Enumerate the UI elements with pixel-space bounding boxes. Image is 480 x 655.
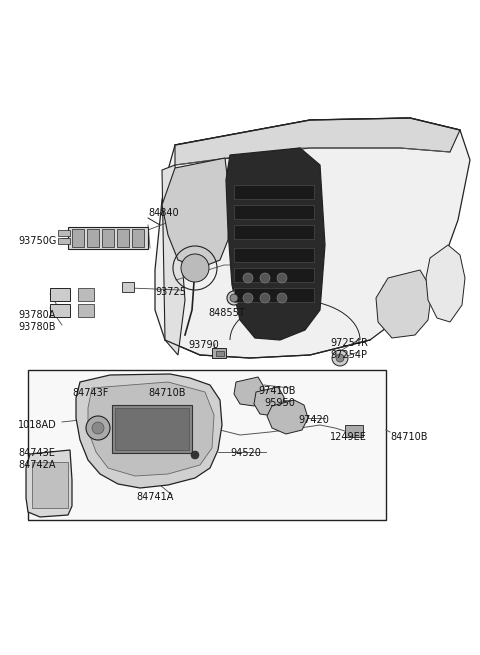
Polygon shape	[162, 165, 185, 355]
Bar	[234, 225, 314, 239]
Polygon shape	[267, 400, 308, 434]
Text: 93780B: 93780B	[18, 322, 56, 332]
Circle shape	[92, 422, 104, 434]
Bar	[58, 230, 70, 236]
Circle shape	[230, 294, 238, 302]
Polygon shape	[88, 382, 214, 476]
Bar	[72, 229, 84, 247]
Circle shape	[243, 293, 253, 303]
Circle shape	[332, 350, 348, 366]
Polygon shape	[426, 245, 465, 322]
Text: 94520: 94520	[230, 448, 261, 458]
Circle shape	[260, 273, 270, 283]
Bar	[234, 288, 314, 302]
Polygon shape	[155, 118, 470, 358]
Bar	[78, 304, 94, 317]
Text: 93780A: 93780A	[18, 310, 55, 320]
Circle shape	[86, 416, 110, 440]
Circle shape	[243, 273, 253, 283]
Text: 97410B: 97410B	[258, 386, 296, 396]
Text: 84855T: 84855T	[208, 308, 245, 318]
Bar	[50, 288, 70, 301]
Polygon shape	[76, 374, 222, 488]
Circle shape	[260, 293, 270, 303]
Text: 97420: 97420	[298, 415, 329, 425]
Bar	[234, 268, 314, 282]
Circle shape	[227, 291, 241, 305]
Bar	[115, 408, 189, 450]
Text: 84743F: 84743F	[72, 388, 108, 398]
Bar	[50, 304, 70, 317]
Bar	[112, 405, 192, 453]
Bar	[122, 282, 134, 292]
Polygon shape	[376, 270, 432, 338]
Circle shape	[277, 273, 287, 283]
Bar	[32, 462, 68, 508]
Polygon shape	[234, 377, 264, 406]
Bar	[234, 248, 314, 262]
Circle shape	[277, 293, 287, 303]
Bar	[58, 238, 70, 244]
Bar	[78, 288, 94, 301]
Bar	[102, 229, 114, 247]
Bar	[28, 370, 386, 520]
Text: 1249EE: 1249EE	[330, 432, 367, 442]
Text: 95950: 95950	[264, 398, 295, 408]
Bar	[68, 227, 148, 249]
Bar	[132, 229, 144, 247]
Text: 84741A: 84741A	[136, 492, 173, 502]
Bar	[345, 425, 363, 437]
Bar	[117, 229, 129, 247]
Text: 97254P: 97254P	[330, 350, 367, 360]
Bar	[87, 229, 99, 247]
Text: 84743E: 84743E	[18, 448, 55, 458]
Text: 93725: 93725	[155, 287, 186, 297]
Bar	[234, 185, 314, 199]
Bar	[216, 351, 224, 356]
Circle shape	[336, 354, 344, 362]
Bar	[234, 205, 314, 219]
Text: 1018AD: 1018AD	[18, 420, 57, 430]
Circle shape	[191, 451, 199, 459]
Text: 84840: 84840	[148, 208, 179, 218]
Bar	[212, 348, 226, 358]
Text: 84710B: 84710B	[390, 432, 428, 442]
Text: 93790: 93790	[188, 340, 219, 350]
Circle shape	[181, 254, 209, 282]
Text: 84742A: 84742A	[18, 460, 56, 470]
Text: 93750G: 93750G	[18, 236, 56, 246]
Polygon shape	[226, 148, 325, 340]
Text: 84710B: 84710B	[148, 388, 185, 398]
Polygon shape	[162, 158, 230, 268]
Polygon shape	[254, 387, 284, 416]
Text: 97254R: 97254R	[330, 338, 368, 348]
Polygon shape	[175, 118, 460, 165]
Polygon shape	[26, 450, 72, 517]
